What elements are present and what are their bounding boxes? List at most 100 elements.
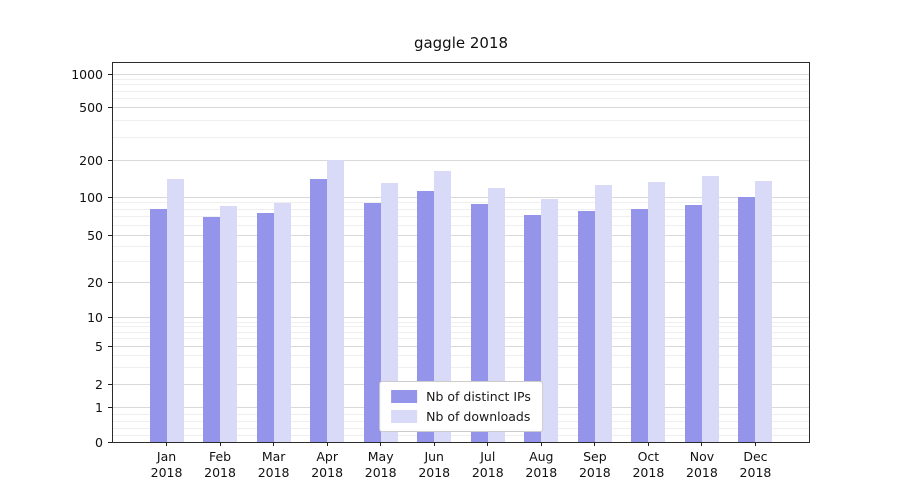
x-tick-mark bbox=[273, 442, 275, 446]
y-tick-mark bbox=[108, 317, 112, 319]
x-tick-mark bbox=[326, 442, 328, 446]
bar-downloads bbox=[487, 188, 505, 442]
x-tick-mark bbox=[701, 442, 703, 446]
y-tick-label: 0 bbox=[95, 434, 103, 450]
y-tick-label: 5 bbox=[95, 339, 103, 354]
y-tick-label: 1000 bbox=[71, 66, 103, 82]
y-tick-mark bbox=[108, 383, 112, 385]
x-tick-label: Dec 2018 bbox=[739, 449, 772, 480]
legend-label-downloads: Nb of downloads bbox=[426, 409, 531, 424]
legend-swatch-distinct-ips bbox=[391, 390, 418, 403]
major-gridline bbox=[113, 234, 809, 236]
bar-downloads bbox=[541, 198, 559, 442]
bar-distinct-ips bbox=[738, 197, 756, 442]
x-tick-mark bbox=[540, 442, 542, 446]
minor-gridline bbox=[113, 261, 809, 263]
minor-gridline bbox=[113, 338, 809, 340]
y-tick-mark bbox=[108, 73, 112, 75]
x-tick-mark bbox=[594, 442, 596, 446]
bar-distinct-ips bbox=[577, 210, 595, 442]
minor-gridline bbox=[113, 202, 809, 204]
y-tick-mark bbox=[108, 441, 112, 443]
legend-item-distinct-ips: Nb of distinct IPs bbox=[391, 389, 531, 404]
legend-label-distinct-ips: Nb of distinct IPs bbox=[426, 389, 531, 404]
legend-swatch-downloads bbox=[391, 410, 418, 423]
minor-gridline bbox=[113, 98, 809, 100]
minor-gridline bbox=[113, 367, 809, 369]
minor-gridline bbox=[113, 332, 809, 334]
y-tick-mark bbox=[108, 346, 112, 347]
minor-gridline bbox=[113, 136, 809, 138]
bar-downloads bbox=[380, 183, 398, 442]
major-gridline bbox=[113, 317, 809, 319]
bar-downloads bbox=[648, 182, 666, 442]
bar-downloads bbox=[273, 202, 291, 442]
x-tick-label: Mar 2018 bbox=[257, 449, 290, 480]
y-tick-mark bbox=[108, 107, 112, 109]
minor-gridline bbox=[113, 326, 809, 328]
y-tick-label: 20 bbox=[87, 275, 103, 291]
major-gridline bbox=[113, 282, 809, 284]
x-tick-label: Oct 2018 bbox=[632, 449, 665, 480]
minor-gridline bbox=[113, 355, 809, 357]
y-tick-label: 100 bbox=[79, 189, 103, 205]
plot-area: Nb of distinct IPs Nb of downloads 0 1 2 5 1… bbox=[71, 62, 810, 480]
bar-downloads bbox=[327, 160, 345, 442]
chart-title: gaggle 2018 bbox=[413, 34, 509, 52]
x-tick-mark bbox=[380, 442, 382, 446]
x-tick-label: Jan 2018 bbox=[150, 449, 183, 480]
x-tick-label: Aug 2018 bbox=[525, 449, 558, 480]
y-tick-label: 1 bbox=[95, 399, 103, 415]
bar-distinct-ips bbox=[417, 191, 435, 442]
major-gridline bbox=[113, 107, 809, 109]
x-tick-mark bbox=[219, 442, 221, 446]
y-tick-mark bbox=[108, 196, 112, 198]
y-tick-label: 10 bbox=[87, 310, 103, 326]
y-tick-mark bbox=[108, 406, 112, 408]
legend-item-downloads: Nb of downloads bbox=[391, 409, 531, 424]
bar-downloads bbox=[701, 175, 719, 442]
major-gridline bbox=[113, 196, 809, 198]
bar-distinct-ips bbox=[256, 212, 274, 442]
x-tick-label: Apr 2018 bbox=[311, 449, 344, 480]
minor-gridline bbox=[113, 434, 809, 436]
bar-downloads bbox=[220, 206, 238, 442]
minor-gridline bbox=[113, 246, 809, 248]
y-tick-mark bbox=[108, 282, 112, 284]
x-tick-label: Jul 2018 bbox=[471, 449, 504, 480]
bar-distinct-ips bbox=[203, 216, 221, 442]
y-tick-label: 500 bbox=[79, 100, 103, 116]
bar-downloads bbox=[594, 185, 612, 442]
major-gridline bbox=[113, 159, 809, 161]
major-gridline bbox=[113, 73, 809, 75]
minor-gridline bbox=[113, 90, 809, 92]
y-tick-label: 2 bbox=[95, 376, 103, 392]
minor-gridline bbox=[113, 78, 809, 80]
x-tick-label: Feb 2018 bbox=[204, 449, 236, 480]
x-tick-mark bbox=[166, 442, 168, 446]
minor-gridline bbox=[113, 224, 809, 226]
legend: Nb of distinct IPs Nb of downloads bbox=[379, 381, 543, 432]
minor-gridline bbox=[113, 84, 809, 86]
x-tick-label: Jun 2018 bbox=[418, 449, 451, 480]
y-tick-label: 200 bbox=[79, 152, 103, 168]
bar-downloads bbox=[434, 170, 452, 442]
bar-distinct-ips bbox=[684, 204, 702, 442]
y-tick-mark bbox=[108, 159, 112, 161]
x-tick-label: Nov 2018 bbox=[686, 449, 718, 480]
major-gridline bbox=[113, 346, 809, 347]
bar-downloads bbox=[166, 179, 184, 442]
y-tick-label: 50 bbox=[87, 227, 103, 243]
x-tick-mark bbox=[433, 442, 435, 446]
y-tick-mark bbox=[108, 234, 112, 236]
bar-distinct-ips bbox=[149, 209, 167, 442]
bar-distinct-ips bbox=[310, 179, 328, 442]
bar-distinct-ips bbox=[631, 209, 649, 442]
minor-gridline bbox=[113, 120, 809, 122]
x-tick-label: May 2018 bbox=[364, 449, 397, 480]
bar-distinct-ips bbox=[363, 202, 381, 442]
minor-gridline bbox=[113, 321, 809, 323]
x-tick-mark bbox=[487, 442, 489, 446]
minor-gridline bbox=[113, 208, 809, 210]
x-tick-mark bbox=[647, 442, 649, 446]
